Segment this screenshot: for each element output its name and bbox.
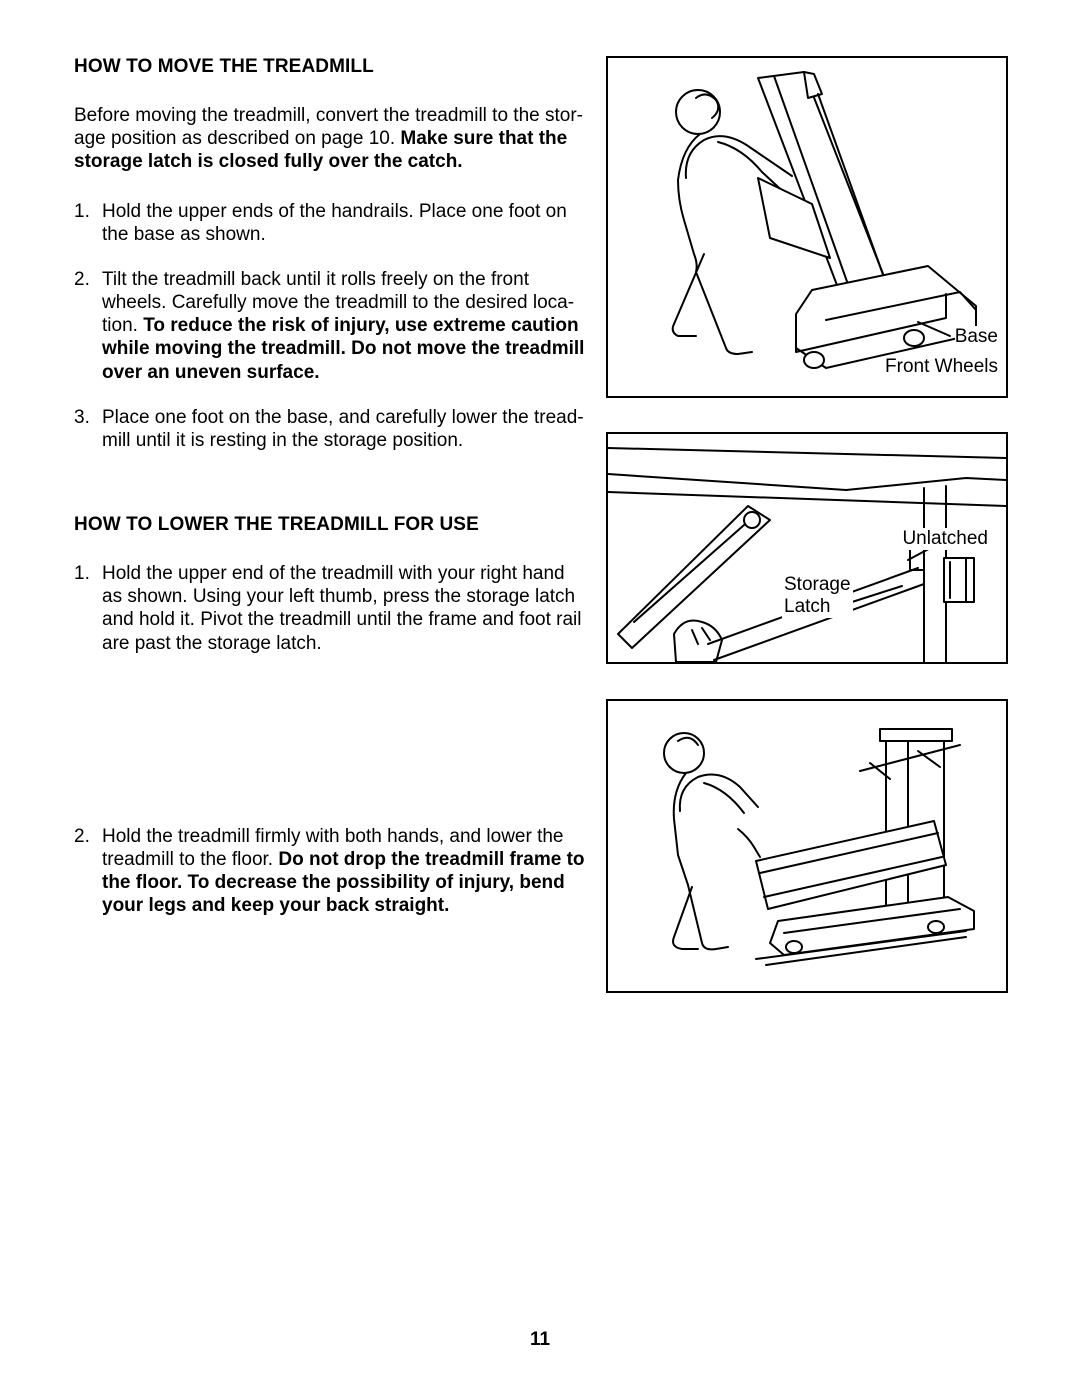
step-text: Hold the upper end of the treadmill with… [102,562,588,655]
label-storage-latch: Storage Latch [782,574,853,618]
section1-heading: HOW TO MOVE THE TREADMILL [74,56,588,78]
step-number: 1. [74,562,102,585]
step-number: 2. [74,825,102,848]
figure-storage-latch: Unlatched Storage Latch [606,432,1008,664]
s1-step2: 2. Tilt the treadmill back until it roll… [74,268,588,384]
s1-step3: 3. Place one foot on the base, and caref… [74,406,588,452]
label-base: Base [955,326,998,348]
label-front-wheels: Front Wheels [885,356,998,378]
step2-bold: To reduce the risk of injury, use extrem… [102,315,584,382]
section2-steps: 1. Hold the upper end of the treadmill w… [74,562,588,655]
step-number: 1. [74,200,102,223]
figure-lower-treadmill [606,699,1008,993]
step-text: Hold the upper ends of the handrails. Pl… [102,200,588,246]
lower-illustration [608,701,1006,991]
section2-steps-b: 2. Hold the treadmill firmly with both h… [74,825,588,918]
step-text: Place one foot on the base, and carefull… [102,406,588,452]
section1-intro: Before moving the treadmill, convert the… [74,104,588,174]
text-column: HOW TO MOVE THE TREADMILL Before moving … [74,56,588,993]
spacer [74,677,588,825]
step-text: Hold the treadmill firmly with both hand… [102,825,588,918]
s2-step2: 2. Hold the treadmill firmly with both h… [74,825,588,918]
label-unlatched: Unlatched [902,528,988,550]
step-text: Tilt the treadmill back until it rolls f… [102,268,588,384]
step-number: 3. [74,406,102,429]
page-number: 11 [0,1329,1080,1351]
section2-heading: HOW TO LOWER THE TREADMILL FOR USE [74,514,588,536]
page-content: HOW TO MOVE THE TREADMILL Before moving … [74,56,1006,993]
figures-column: Base Front Wheels [606,56,1008,993]
s1-step1: 1. Hold the upper ends of the handrails.… [74,200,588,246]
treadmill-move-illustration [608,58,1006,396]
section1-steps: 1. Hold the upper ends of the handrails.… [74,200,588,453]
step-number: 2. [74,268,102,291]
figure-move-treadmill: Base Front Wheels [606,56,1008,398]
spacer [74,474,588,514]
s2-step1: 1. Hold the upper end of the treadmill w… [74,562,588,655]
